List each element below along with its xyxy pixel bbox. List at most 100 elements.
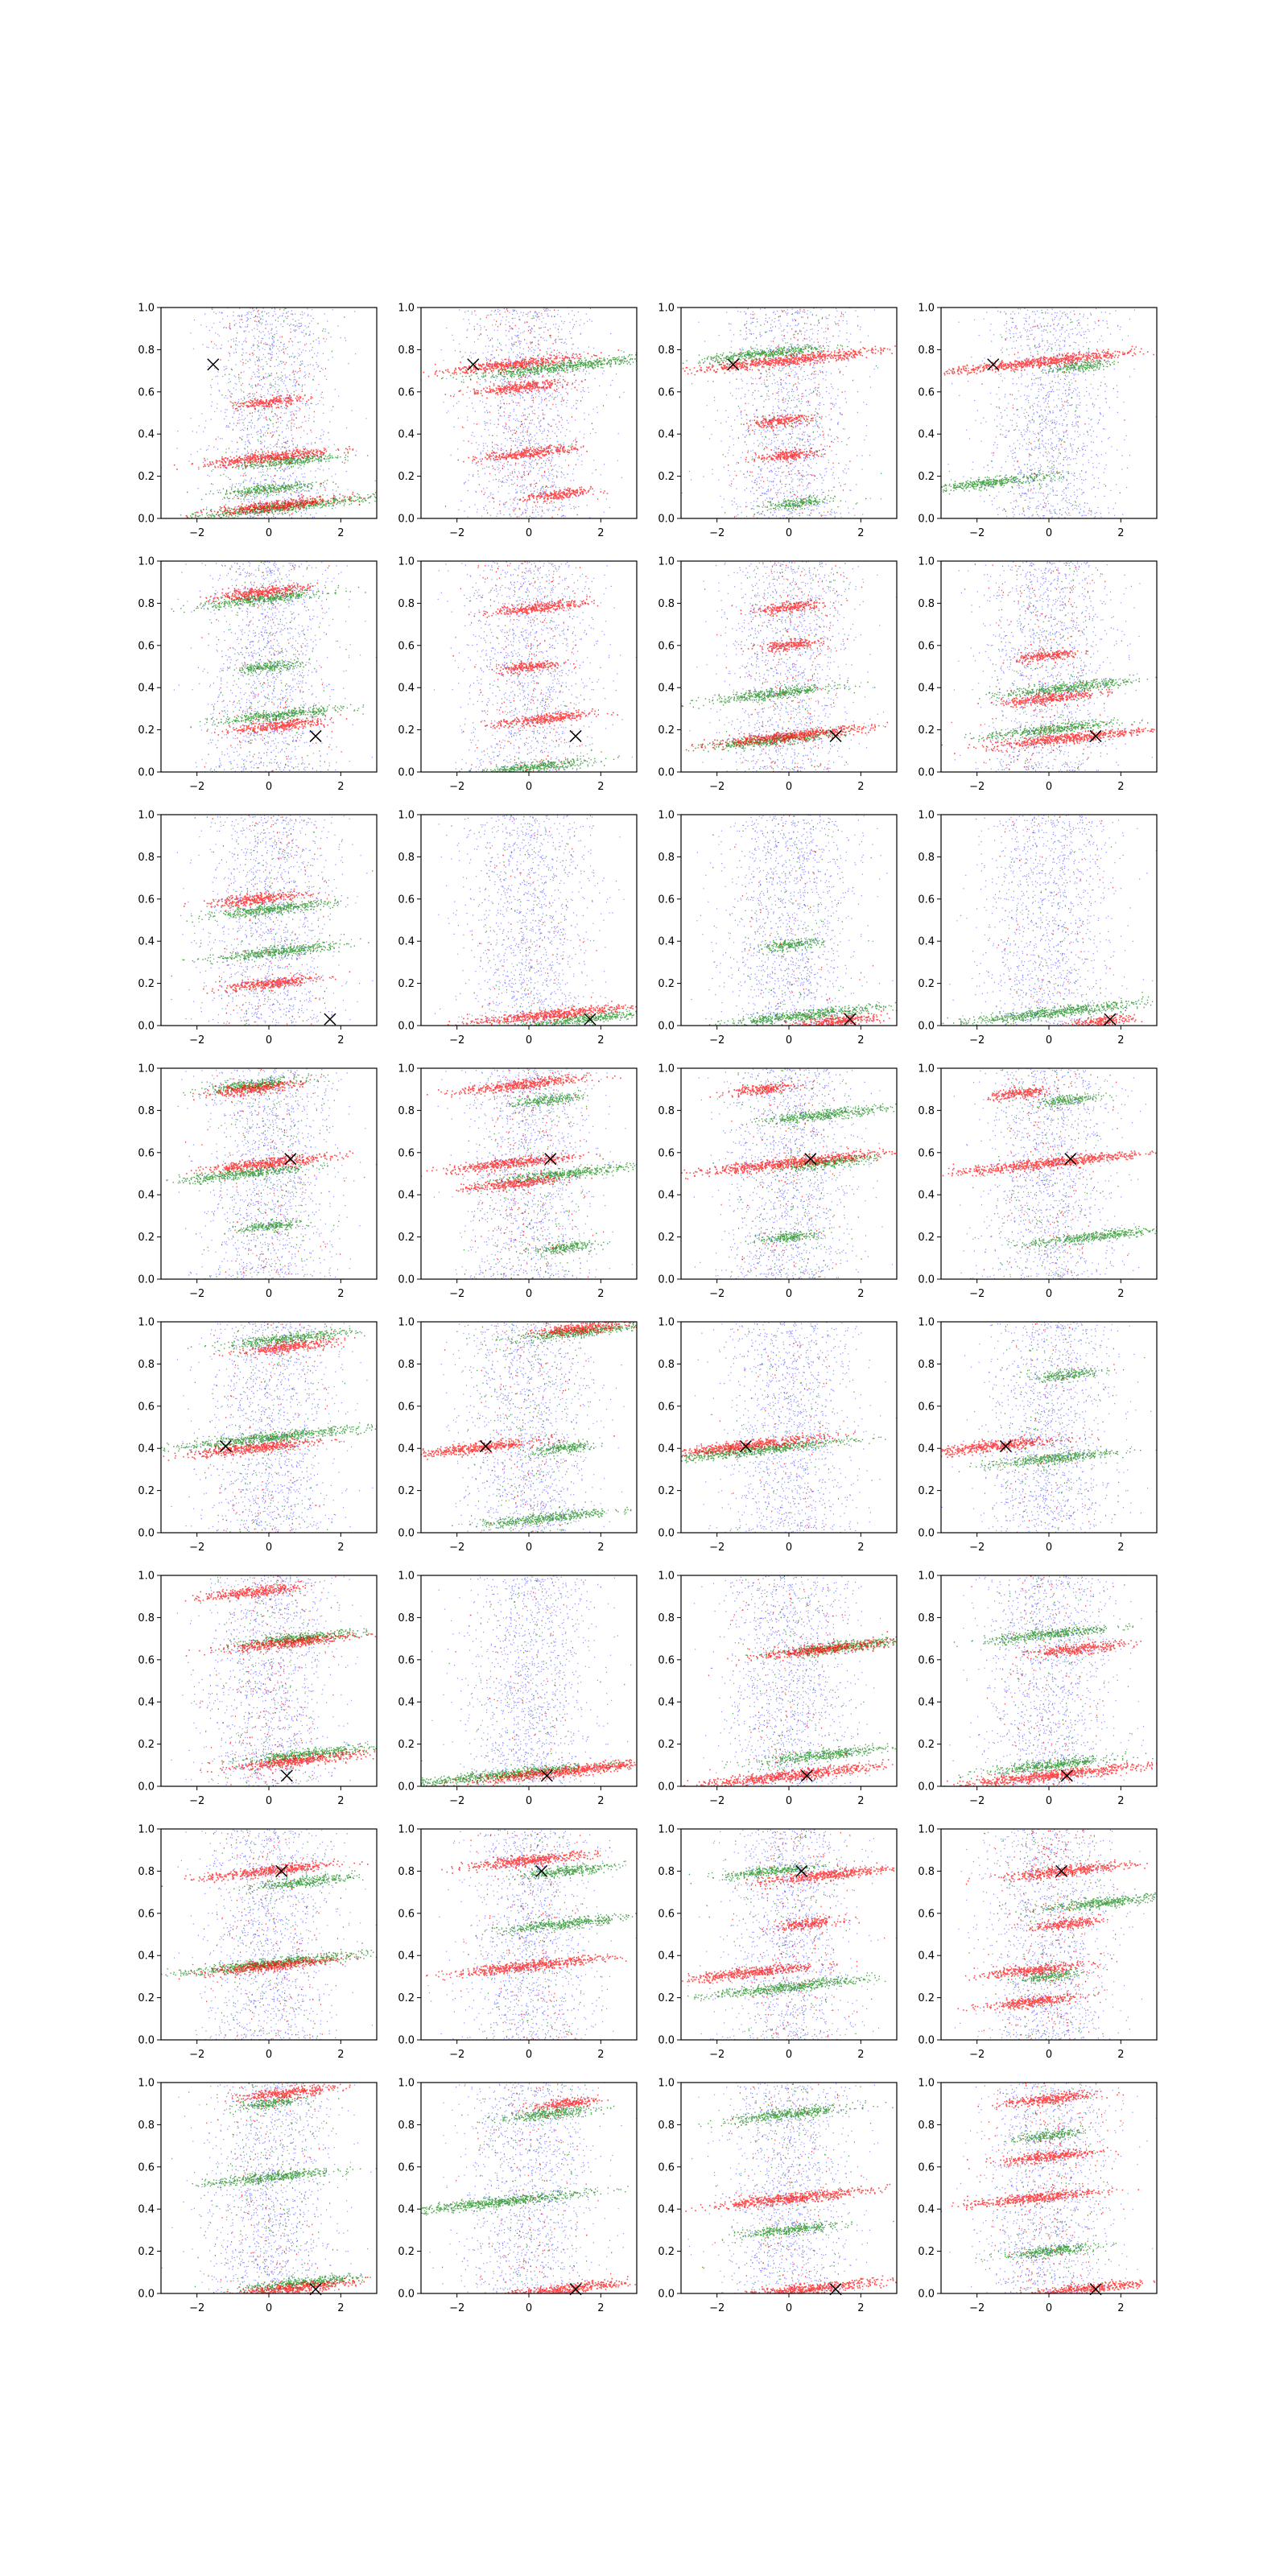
points-layer <box>374 815 682 1034</box>
x-tick-label: −2 <box>449 781 464 793</box>
y-tick-label: 0.4 <box>918 1697 935 1709</box>
axes-frame <box>941 1322 1157 1533</box>
axes-frame <box>681 815 897 1026</box>
y-tick-label: 0.8 <box>398 1866 415 1878</box>
green-series-points <box>894 313 1131 515</box>
y-tick-label: 0.6 <box>918 894 935 906</box>
background-points <box>687 1829 897 2040</box>
red-series-points <box>620 1322 856 1527</box>
y-tick-label: 0.8 <box>918 345 935 357</box>
y-tick-label: 0.2 <box>138 1739 155 1751</box>
background-points <box>939 1322 1151 1533</box>
y-tick-label: 0.0 <box>398 514 415 526</box>
y-tick-label: 0.6 <box>918 386 935 398</box>
y-tick-label: 0.0 <box>658 1528 675 1540</box>
y-tick-label: 0.2 <box>398 724 415 737</box>
y-tick-label: 0.8 <box>658 598 675 610</box>
y-tick-label: 0.0 <box>658 1021 675 1033</box>
y-tick-label: 0.8 <box>658 852 675 864</box>
x-tick-label: −2 <box>189 1542 204 1554</box>
points-layer <box>159 562 419 772</box>
x-tick-label: 2 <box>597 781 604 793</box>
x-tick-label: −2 <box>449 527 464 539</box>
points-layer <box>906 1068 1211 1279</box>
y-tick-label: 0.2 <box>658 1232 675 1244</box>
y-tick-label: 0.2 <box>138 724 155 737</box>
axes-frame <box>681 1068 897 1279</box>
x-tick-label: 0 <box>786 2049 792 2061</box>
y-tick-label: 1.0 <box>138 2078 155 2090</box>
x-tick-label: 0 <box>1046 527 1052 539</box>
axes-frame <box>421 1322 637 1533</box>
x-tick-label: 0 <box>1046 1795 1052 1807</box>
y-tick-label: 0.8 <box>398 2120 415 2132</box>
axes-frame <box>941 2083 1157 2293</box>
y-tick-label: 0.8 <box>918 2120 935 2132</box>
x-tick-label: −2 <box>709 1795 724 1807</box>
points-layer <box>374 308 740 518</box>
x-tick-label: −2 <box>449 1542 464 1554</box>
x-tick-label: 2 <box>337 2302 344 2314</box>
points-layer <box>941 2083 1170 2301</box>
x-tick-label: −2 <box>709 781 724 793</box>
y-tick-label: 0.2 <box>918 2246 935 2258</box>
panel-r2-c1: −2 0 20.00.20.40.60.81.0 <box>138 556 419 794</box>
y-tick-label: 0.8 <box>138 345 155 357</box>
points-layer <box>691 815 913 1030</box>
y-tick-label: 0.4 <box>658 936 675 948</box>
y-tick-label: 0.8 <box>658 1105 675 1117</box>
y-tick-label: 0.0 <box>138 2035 155 2047</box>
green-series-points <box>671 309 881 518</box>
y-tick-label: 0.8 <box>398 1612 415 1624</box>
y-tick-label: 0.8 <box>398 1105 415 1117</box>
axes-frame <box>681 561 897 772</box>
y-tick-label: 0.0 <box>918 1781 935 1794</box>
y-tick-label: 0.6 <box>138 894 155 906</box>
y-tick-label: 1.0 <box>658 2078 675 2090</box>
y-tick-label: 0.2 <box>398 2246 415 2258</box>
x-tick-label: −2 <box>969 1034 985 1046</box>
points-layer <box>655 308 915 518</box>
background-points <box>159 2083 386 2293</box>
y-tick-label: 0.0 <box>138 1274 155 1286</box>
green-series-points <box>350 1581 654 1793</box>
y-tick-label: 0.6 <box>398 2161 415 2174</box>
x-marker <box>310 730 321 741</box>
green-series-points <box>959 1325 1157 1529</box>
green-series-points <box>704 823 912 1028</box>
y-tick-label: 0.6 <box>398 386 415 398</box>
y-tick-label: 1.0 <box>398 1824 415 1836</box>
x-tick-label: 0 <box>266 1795 272 1807</box>
x-tick-label: 2 <box>1117 527 1124 539</box>
x-tick-label: 0 <box>526 527 532 539</box>
y-tick-label: 0.2 <box>138 2246 155 2258</box>
x-tick-label: 0 <box>786 527 792 539</box>
y-tick-label: 1.0 <box>398 303 415 315</box>
y-tick-label: 0.6 <box>918 640 935 652</box>
x-tick-label: 2 <box>857 527 864 539</box>
x-tick-label: −2 <box>709 2049 724 2061</box>
x-tick-label: −2 <box>969 1795 985 1807</box>
x-tick-label: 2 <box>597 527 604 539</box>
y-tick-label: 0.4 <box>138 936 155 948</box>
background-points <box>159 1830 386 2040</box>
y-tick-label: 0.6 <box>138 1147 155 1159</box>
y-tick-label: 0.4 <box>658 1697 675 1709</box>
x-tick-label: 0 <box>526 1034 532 1046</box>
x-tick-label: 2 <box>597 1542 604 1554</box>
y-tick-label: 1.0 <box>138 303 155 315</box>
x-tick-label: −2 <box>189 1795 204 1807</box>
points-layer <box>171 815 397 1026</box>
y-tick-label: 0.2 <box>918 1232 935 1244</box>
x-marker <box>570 730 581 741</box>
points-layer <box>171 1575 423 1786</box>
y-tick-label: 0.4 <box>398 1443 415 1455</box>
y-tick-label: 0.6 <box>138 640 155 652</box>
points-layer <box>405 1829 705 2040</box>
points-layer <box>419 561 646 779</box>
y-tick-label: 0.2 <box>138 1232 155 1244</box>
y-tick-label: 0.0 <box>918 2035 935 2047</box>
x-tick-label: −2 <box>969 2049 985 2061</box>
panel-r6-c1: −2 0 20.00.20.40.60.81.0 <box>138 1571 422 1808</box>
y-tick-label: 1.0 <box>398 556 415 568</box>
